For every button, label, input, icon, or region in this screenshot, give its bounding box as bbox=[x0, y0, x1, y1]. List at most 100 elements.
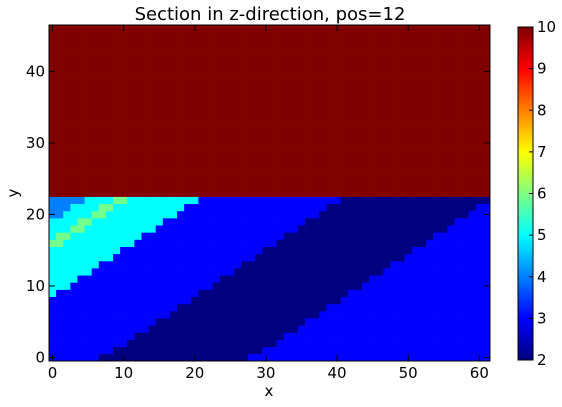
heatmap-cell bbox=[276, 175, 285, 183]
heatmap-cell bbox=[191, 175, 199, 183]
heatmap-cell bbox=[418, 160, 427, 169]
heatmap-cell bbox=[98, 182, 107, 190]
colorbar-segment bbox=[518, 36, 533, 40]
heatmap-cell bbox=[120, 160, 128, 169]
heatmap-cell bbox=[383, 110, 391, 119]
heatmap-cell bbox=[482, 132, 491, 140]
heatmap-cell bbox=[411, 82, 420, 90]
heatmap-cell bbox=[241, 196, 249, 205]
heatmap-cell bbox=[262, 268, 270, 276]
colorbar-segment bbox=[518, 96, 533, 99]
heatmap-cell bbox=[198, 253, 206, 262]
heatmap-cell bbox=[354, 339, 363, 348]
heatmap-cell bbox=[191, 346, 199, 355]
heatmap-cell bbox=[169, 46, 178, 54]
heatmap-cell bbox=[212, 232, 221, 240]
heatmap-cell bbox=[248, 139, 256, 147]
heatmap-cell bbox=[276, 110, 285, 119]
heatmap-cell bbox=[333, 153, 341, 162]
heatmap-cell bbox=[113, 89, 121, 97]
heatmap-cell bbox=[425, 132, 434, 140]
colorbar-segment bbox=[518, 71, 533, 75]
heatmap-cell bbox=[184, 67, 192, 76]
heatmap-cell bbox=[354, 82, 363, 90]
heatmap-cell bbox=[105, 203, 114, 212]
heatmap-cell bbox=[333, 146, 341, 155]
heatmap-cell bbox=[91, 67, 100, 76]
heatmap-cell bbox=[191, 75, 199, 83]
heatmap-cell bbox=[212, 275, 221, 283]
heatmap-cell bbox=[411, 346, 420, 355]
colorbar-segment bbox=[518, 205, 533, 208]
heatmap-cell bbox=[105, 318, 114, 326]
heatmap-cell bbox=[376, 153, 384, 162]
heatmap-cell bbox=[425, 103, 434, 112]
heatmap-cell bbox=[77, 82, 85, 90]
heatmap-cell bbox=[77, 232, 85, 240]
heatmap-cell bbox=[305, 275, 313, 283]
heatmap-cell bbox=[461, 132, 470, 140]
heatmap-cell bbox=[226, 346, 235, 355]
heatmap-cell bbox=[56, 189, 64, 197]
heatmap-cell bbox=[390, 139, 398, 147]
heatmap-cell bbox=[241, 32, 249, 40]
heatmap-cell bbox=[141, 82, 149, 90]
heatmap-cell bbox=[98, 46, 107, 54]
heatmap-cell bbox=[383, 75, 391, 83]
heatmap-cell bbox=[212, 32, 221, 40]
heatmap-cell bbox=[205, 110, 213, 119]
heatmap-cell bbox=[56, 275, 64, 283]
heatmap-cell bbox=[283, 89, 292, 97]
heatmap-cell bbox=[127, 346, 135, 355]
heatmap-cell bbox=[404, 117, 413, 126]
colorbar-segment bbox=[518, 350, 533, 353]
heatmap-cell bbox=[226, 246, 235, 255]
heatmap-cell bbox=[425, 175, 434, 183]
colorbar-segment bbox=[518, 32, 533, 35]
heatmap-cell bbox=[354, 175, 363, 183]
heatmap-cell bbox=[198, 39, 206, 47]
heatmap-cell bbox=[91, 75, 100, 83]
heatmap-cell bbox=[148, 160, 157, 169]
heatmap-cell bbox=[63, 318, 71, 326]
heatmap-cell bbox=[105, 246, 114, 255]
heatmap-cell bbox=[162, 318, 171, 326]
heatmap-cell bbox=[283, 167, 292, 176]
colorbar-segment bbox=[518, 348, 533, 351]
heatmap-cell bbox=[276, 303, 285, 312]
heatmap-cell bbox=[333, 160, 341, 169]
heatmap-cell bbox=[461, 225, 470, 233]
heatmap-cell bbox=[397, 303, 405, 312]
heatmap-cell bbox=[84, 268, 93, 276]
heatmap-cell bbox=[425, 189, 434, 197]
heatmap-cell bbox=[191, 253, 199, 262]
heatmap-cell bbox=[447, 167, 455, 176]
heatmap-cell bbox=[105, 125, 114, 133]
heatmap-cell bbox=[376, 260, 384, 269]
heatmap-cell bbox=[262, 296, 270, 305]
heatmap-cell bbox=[219, 103, 228, 112]
heatmap-cell bbox=[418, 325, 427, 333]
heatmap-cell bbox=[269, 289, 277, 298]
colorbar-segment bbox=[518, 121, 533, 124]
heatmap-cell bbox=[369, 189, 377, 197]
heatmap-cell bbox=[340, 175, 349, 183]
heatmap-cell bbox=[283, 253, 292, 262]
heatmap-cell bbox=[475, 153, 484, 162]
heatmap-cell bbox=[262, 318, 270, 326]
heatmap-cell bbox=[482, 218, 491, 226]
heatmap-cell bbox=[283, 339, 292, 348]
heatmap-cell bbox=[77, 275, 85, 283]
heatmap-cell bbox=[91, 218, 100, 226]
heatmap-cell bbox=[198, 125, 206, 133]
heatmap-cell bbox=[205, 75, 213, 83]
heatmap-cell bbox=[369, 182, 377, 190]
colorbar-tick-label: 3 bbox=[537, 309, 547, 327]
heatmap-cell bbox=[141, 39, 149, 47]
heatmap-cell bbox=[120, 132, 128, 140]
colorbar-segment bbox=[518, 268, 533, 271]
heatmap-cell bbox=[305, 110, 313, 119]
heatmap-cell bbox=[162, 296, 171, 305]
heatmap-cell bbox=[354, 46, 363, 54]
heatmap-cell bbox=[255, 210, 263, 219]
